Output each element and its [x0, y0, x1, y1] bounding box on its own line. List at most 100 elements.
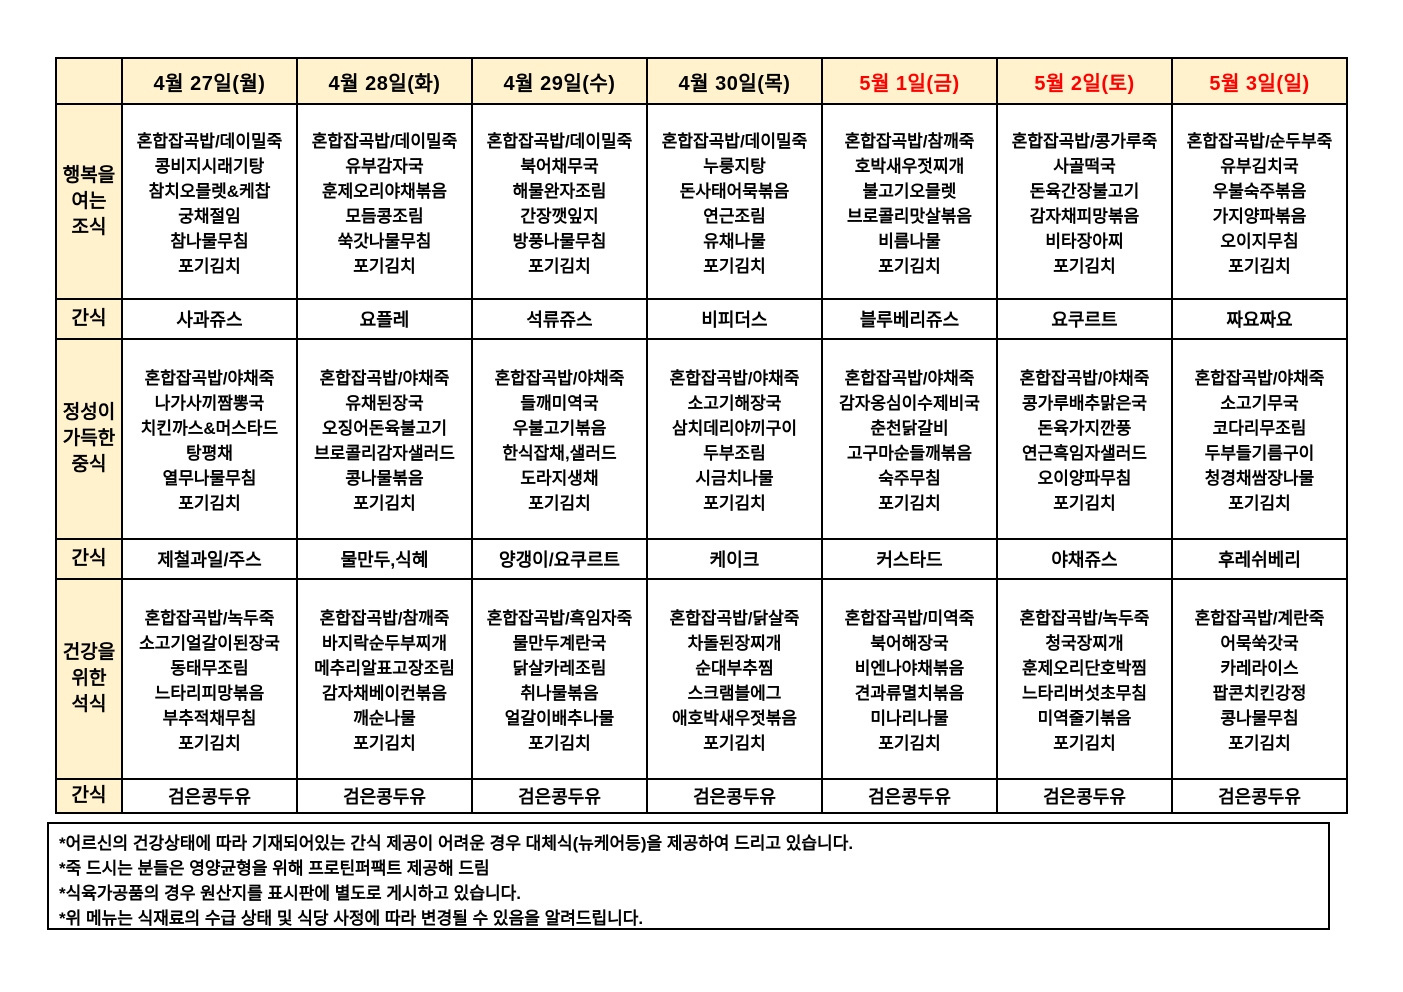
snack-cell: 블루베리쥬스 — [821, 298, 998, 340]
menu-item: 차돌된장찌개 — [687, 634, 782, 653]
breakfast-row: 행복을 여는 조식 혼합잡곡밥/데이밀죽 콩비지시래기탕 참치오믈렛&케찹 궁채절임 참나물무… — [55, 103, 1348, 300]
menu-item: 쑥갓나물무침 — [337, 231, 432, 251]
snack-cell: 검은콩두유 — [296, 778, 473, 814]
menu-item: 혼합잡곡밥/야채죽 — [1019, 369, 1150, 388]
menu-item: 부추적채무침 — [162, 709, 257, 728]
menu-cell-items: 혼합잡곡밥/참깨죽 호박새우젓찌개 불고기오믈렛 브로콜리맛살볶음 비름나물 포기김치 — [824, 127, 995, 277]
lunch-row: 정성이 가득한 중식 혼합잡곡밥/야채죽 나가사끼짬뽕국 치킨까스&머스타드 탕평채 열무나물… — [55, 338, 1348, 540]
menu-item: 돈사태어묵볶음 — [679, 181, 790, 201]
menu-item: 돈육가지깐풍 — [1037, 419, 1132, 438]
menu-item: 돈육간장불고기 — [1029, 181, 1140, 201]
menu-item: 비름나물 — [878, 231, 941, 251]
menu-item: 고구마순들깨볶음 — [846, 444, 973, 463]
notes-box: *어르신의 건강상태에 따라 기재되어있는 간식 제공이 어려운 경우 대체식(… — [47, 822, 1330, 930]
menu-item: 해물완자조림 — [512, 181, 607, 201]
menu-cell: 혼합잡곡밥/참깨죽 바지락순두부찌개 메추리알표고장조림 감자채베이컨볶음 깨순나물 포기… — [296, 578, 473, 780]
row-label-line: 정성이 — [62, 402, 116, 423]
menu-item: 도라지생채 — [520, 469, 599, 488]
menu-item: 포기김치 — [1053, 494, 1116, 513]
menu-cell-items: 혼합잡곡밥/순두부죽 유부김치국 우불숙주볶음 가지양파볶음 오이지무침 포기김치 — [1174, 127, 1345, 277]
menu-item: 청경채쌈장나물 — [1204, 469, 1315, 488]
menu-item: 포기김치 — [1228, 734, 1291, 753]
menu-item: 포기김치 — [353, 494, 416, 513]
menu-item: 오이지무침 — [1220, 231, 1299, 251]
menu-item: 카레라이스 — [1220, 659, 1299, 678]
snack-cell: 석류쥬스 — [471, 298, 648, 340]
snack-cell: 검은콩두유 — [821, 778, 998, 814]
snack-cell: 요쿠르트 — [996, 298, 1173, 340]
date-header: 4월 27일(월) — [121, 57, 298, 105]
menu-item: 혼합잡곡밥/데이밀죽 — [486, 131, 633, 151]
menu-item: 혼합잡곡밥/야채죽 — [1194, 369, 1325, 388]
menu-item: 소고기무국 — [1220, 394, 1299, 413]
menu-item: 포기김치 — [178, 256, 241, 276]
menu-item: 견과류멸치볶음 — [854, 684, 965, 703]
menu-item: 오이양파무침 — [1037, 469, 1132, 488]
menu-cell-items: 혼합잡곡밥/콩가루죽 사골떡국 돈육간장불고기 감자채피망볶음 비타장아찌 포기김치 — [999, 127, 1170, 277]
menu-cell-items: 혼합잡곡밥/야채죽 유채된장국 오징어돈육불고기 브로콜리감자샐러드 콩나물볶음 포기김치 — [299, 364, 470, 514]
menu-cell: 혼합잡곡밥/데이밀죽 북어채무국 해물완자조림 간장깻잎지 방풍나물무침 포기김치 — [471, 103, 648, 300]
menu-item: 포기김치 — [1228, 256, 1291, 276]
menu-item: 느타리피망볶음 — [154, 684, 265, 703]
menu-item: 포기김치 — [1053, 734, 1116, 753]
menu-item: 포기김치 — [878, 494, 941, 513]
menu-item: 콩나물무침 — [1220, 709, 1299, 728]
menu-item: 감자옹심이수제비국 — [839, 394, 980, 413]
menu-item: 소고기해장국 — [687, 394, 782, 413]
snack-cell: 검은콩두유 — [996, 778, 1173, 814]
menu-item: 혼합잡곡밥/순두부죽 — [1186, 131, 1333, 151]
menu-item: 오징어돈육불고기 — [321, 419, 448, 438]
menu-cell: 혼합잡곡밥/흑임자죽 물만두계란국 닭살카레조림 취나물볶음 얼갈이배추나물 포기김치 — [471, 578, 648, 780]
date-header: 5월 2일(토) — [996, 57, 1173, 105]
menu-item: 어묵쑥갓국 — [1220, 634, 1299, 653]
menu-item: 포기김치 — [528, 734, 591, 753]
snack-cell: 비피더스 — [646, 298, 823, 340]
menu-cell: 혼합잡곡밥/참깨죽 호박새우젓찌개 불고기오믈렛 브로콜리맛살볶음 비름나물 포기김치 — [821, 103, 998, 300]
snack-cell: 야채쥬스 — [996, 538, 1173, 580]
menu-cell-items: 혼합잡곡밥/참깨죽 바지락순두부찌개 메추리알표고장조림 감자채베이컨볶음 깨순나물 포기… — [299, 604, 470, 754]
date-header: 5월 1일(금) — [821, 57, 998, 105]
snack-cell: 커스타드 — [821, 538, 998, 580]
menu-cell: 혼합잡곡밥/녹두죽 청국장찌개 훈제오리단호박찜 느타리버섯초무침 미역줄기볶음 포기김치 — [996, 578, 1173, 780]
menu-item: 비타장아찌 — [1045, 231, 1124, 251]
menu-item: 우불숙주볶음 — [1212, 181, 1307, 201]
menu-cell-items: 혼합잡곡밥/데이밀죽 북어채무국 해물완자조림 간장깻잎지 방풍나물무침 포기김치 — [474, 127, 645, 277]
snack3-row: 간식 검은콩두유 검은콩두유 검은콩두유 검은콩두유 검은콩두유 검은콩두유 검은콩두유 — [55, 778, 1348, 814]
menu-item: 콩비지시래기탕 — [154, 156, 265, 176]
menu-item: 닭살카레조림 — [512, 659, 607, 678]
snack-cell: 검은콩두유 — [121, 778, 298, 814]
menu-item: 혼합잡곡밥/데이밀죽 — [661, 131, 808, 151]
menu-item: 취나물볶음 — [520, 684, 599, 703]
menu-item: 호박새우젓찌개 — [854, 156, 965, 176]
menu-item: 혼합잡곡밥/콩가루죽 — [1011, 131, 1158, 151]
menu-item: 혼합잡곡밥/야채죽 — [319, 369, 450, 388]
menu-item: 유부감자국 — [345, 156, 424, 176]
menu-item: 청국장찌개 — [1045, 634, 1124, 653]
menu-item: 혼합잡곡밥/녹두죽 — [144, 609, 275, 628]
row-label-line: 위한 — [71, 668, 107, 689]
menu-item: 물만두계란국 — [512, 634, 607, 653]
menu-cell: 혼합잡곡밥/야채죽 감자옹심이수제비국 춘천닭갈비 고구마순들깨볶음 숙주무침 포기김치 — [821, 338, 998, 540]
menu-cell: 혼합잡곡밥/데이밀죽 누룽지탕 돈사태어묵볶음 연근조림 유채나물 포기김치 — [646, 103, 823, 300]
menu-item: 유채나물 — [703, 231, 766, 251]
menu-cell-items: 혼합잡곡밥/야채죽 들깨미역국 우불고기볶음 한식잡채,샐러드 도라지생채 포기김치 — [474, 364, 645, 514]
menu-item: 순대부추찜 — [695, 659, 774, 678]
menu-item: 열무나물무침 — [162, 469, 257, 488]
snack2-row: 간식 제철과일/주스 물만두,식혜 양갱이/요쿠르트 케이크 커스타드 야채쥬스 후레쉬베리 — [55, 538, 1348, 580]
menu-cell-items: 혼합잡곡밥/야채죽 감자옹심이수제비국 춘천닭갈비 고구마순들깨볶음 숙주무침 포기김치 — [824, 364, 995, 514]
row-label-line: 석식 — [71, 694, 107, 715]
menu-item: 연근흑임자샐러드 — [1021, 444, 1148, 463]
menu-item: 연근조림 — [703, 206, 766, 226]
menu-cell: 혼합잡곡밥/녹두죽 소고기얼갈이된장국 동태무조림 느타리피망볶음 부추적채무침 포기김치 — [121, 578, 298, 780]
menu-item: 소고기얼갈이된장국 — [139, 634, 280, 653]
menu-item: 미역줄기볶음 — [1037, 709, 1132, 728]
menu-item: 바지락순두부찌개 — [321, 634, 448, 653]
row-label-snack: 간식 — [55, 778, 123, 814]
snack-cell: 요플레 — [296, 298, 473, 340]
note-line: *어르신의 건강상태에 따라 기재되어있는 간식 제공이 어려운 경우 대체식(… — [59, 834, 854, 853]
menu-item: 애호박새우젓볶음 — [671, 709, 798, 728]
dinner-row: 건강을 위한 석식 혼합잡곡밥/녹두죽 소고기얼갈이된장국 동태무조림 느타리피망볶음 부추적… — [55, 578, 1348, 780]
menu-item: 미나리나물 — [870, 709, 949, 728]
menu-item: 콩나물볶음 — [345, 469, 424, 488]
menu-item: 나가사끼짬뽕국 — [154, 394, 265, 413]
